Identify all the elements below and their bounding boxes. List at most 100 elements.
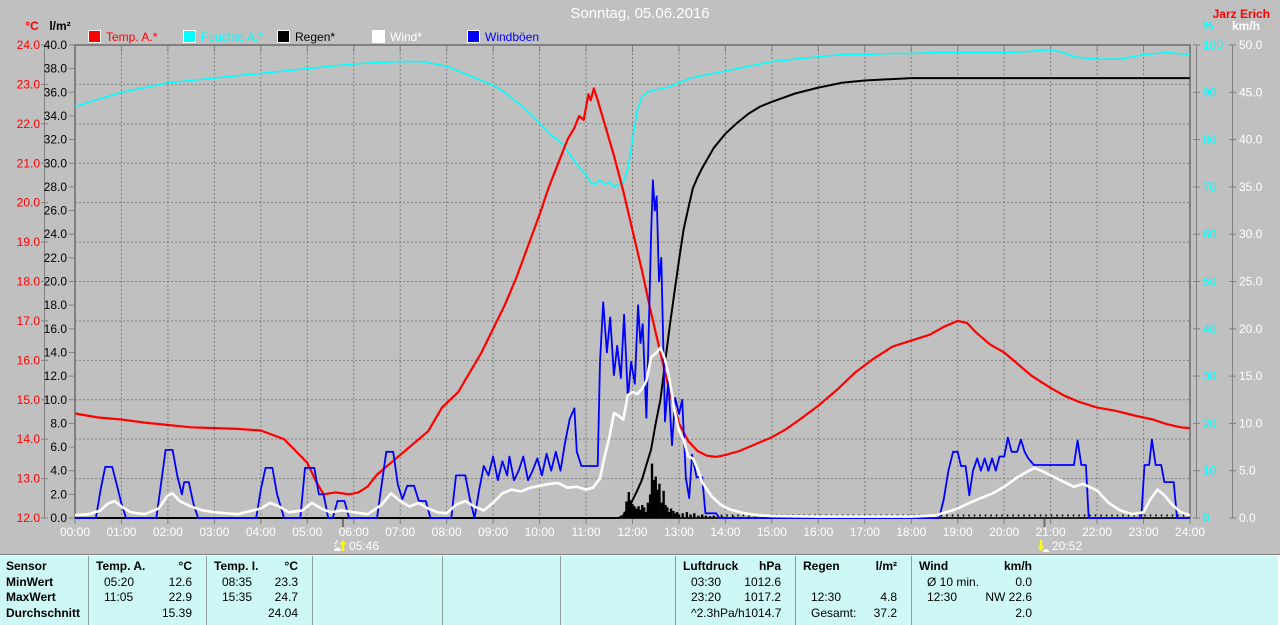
axis-unit-wind: km/h <box>1231 19 1260 33</box>
humidity-tick-label: 30 <box>1203 369 1217 383</box>
sensor-unit: °C <box>178 559 192 573</box>
stat-value: 1014.7 <box>744 605 782 620</box>
stat-value: 23.3 <box>274 574 298 589</box>
temp-tick-label: 20.0 <box>17 196 41 210</box>
rain-bar <box>704 515 708 518</box>
rain-tick-label: 8.0 <box>50 416 67 430</box>
rain-bar <box>674 513 677 518</box>
temp-tick-label: 12.0 <box>17 511 41 525</box>
stat-time: Ø 10 min. <box>927 574 980 589</box>
rain-bar <box>648 494 652 518</box>
rain-bar <box>669 508 673 518</box>
rain-bar <box>716 516 719 518</box>
legend-swatch-icon <box>467 30 480 43</box>
rain-tick-label: 4.0 <box>50 464 67 478</box>
table-column-divider <box>560 556 561 625</box>
x-axis-label: 14:00 <box>710 525 740 539</box>
x-axis-label: 08:00 <box>432 525 462 539</box>
x-axis-label: 24:00 <box>1175 525 1205 539</box>
stat-value: 2.0 <box>1015 605 1032 620</box>
rain-tick-label: 30.0 <box>44 156 68 170</box>
table-column-header: Wind km/h <box>919 559 1032 573</box>
wind-tick-label: 25.0 <box>1239 275 1263 289</box>
humidity-tick-label: 0 <box>1203 511 1210 525</box>
stat-value: 24.04 <box>267 605 298 620</box>
rain-bar <box>708 516 712 518</box>
x-axis-label: 15:00 <box>757 525 787 539</box>
x-axis-label: 13:00 <box>664 525 694 539</box>
series-regen-summe- <box>75 77 1190 519</box>
x-axis-label: 10:00 <box>525 525 555 539</box>
rain-bar <box>668 512 671 518</box>
x-axis-label: 00:00 <box>60 525 90 539</box>
stat-value: 1012.6 <box>744 574 781 589</box>
rain-bar <box>660 502 663 518</box>
legend-item: Temp. A.* <box>88 29 157 44</box>
rain-bar <box>637 506 640 518</box>
table-column-divider <box>312 556 313 625</box>
sensor-unit: l/m² <box>875 559 897 573</box>
humidity-tick-label: 70 <box>1203 180 1217 194</box>
rain-bar <box>689 514 692 518</box>
temp-tick-label: 23.0 <box>17 77 41 91</box>
sensor-name: Temp. I. <box>214 559 259 573</box>
stat-value: NW 22.6 <box>985 590 1032 604</box>
stat-value: 0.0 <box>1015 574 1032 589</box>
temp-tick-label: 22.0 <box>17 117 41 131</box>
table-column-header: Regen l/m² <box>803 559 897 573</box>
stat-value: 22.9 <box>168 590 192 604</box>
rain-bar <box>664 504 667 518</box>
humidity-tick-label: 80 <box>1203 133 1217 147</box>
temp-tick-label: 18.0 <box>17 275 41 289</box>
rain-tick-label: 0.0 <box>50 511 67 525</box>
rain-bar <box>631 503 634 518</box>
stat-time: ^2.3hPa/h <box>691 605 745 620</box>
rain-tick-label: 2.0 <box>50 487 67 501</box>
rain-bar <box>650 463 654 518</box>
table-cell-row: 23:20 1017.2 <box>683 590 781 604</box>
rain-tick-label: 40.0 <box>44 38 68 52</box>
stat-time: Gesamt: <box>811 605 857 620</box>
stat-time: 23:20 <box>691 590 722 604</box>
legend-swatch-icon <box>88 30 101 43</box>
rain-bar <box>693 513 696 518</box>
x-axis-label: 12:00 <box>617 525 647 539</box>
sunrise-time: 05:46 <box>349 538 380 553</box>
axis-unit-temp: °C <box>25 19 39 33</box>
rain-bar <box>675 512 679 518</box>
rain-bar <box>641 504 644 518</box>
axis-unit-humidity: % <box>1202 19 1214 33</box>
humidity-tick-label: 50 <box>1203 275 1217 289</box>
wind-tick-label: 10.0 <box>1239 416 1263 430</box>
temp-tick-label: 14.0 <box>17 432 41 446</box>
sensor-unit: km/h <box>1003 559 1032 573</box>
table-row-label: MaxWert <box>6 590 56 604</box>
page-title: Sonntag, 05.06.2016 <box>570 5 710 22</box>
rain-tick-label: 24.0 <box>44 227 68 241</box>
rain-tick-label: 18.0 <box>44 298 68 312</box>
humidity-tick-label: 10 <box>1203 464 1217 478</box>
x-axis-label: 18:00 <box>896 525 926 539</box>
rain-bar <box>662 490 665 518</box>
rain-bar <box>633 506 636 518</box>
stat-time: 03:30 <box>691 574 722 589</box>
wind-tick-label: 50.0 <box>1239 38 1263 52</box>
rain-bar <box>681 513 684 518</box>
table-column-divider <box>206 556 207 625</box>
rain-tick-label: 20.0 <box>44 275 68 289</box>
rain-tick-label: 6.0 <box>50 440 67 454</box>
legend-label: Windböen <box>485 29 540 44</box>
table-cell-row: 08:35 23.3 <box>214 575 298 589</box>
series-windb-en <box>75 179 1190 519</box>
rain-tick-label: 36.0 <box>44 85 68 99</box>
stat-value: 12.6 <box>168 574 192 589</box>
temp-tick-label: 24.0 <box>17 38 41 52</box>
table-cell-row: 15.39 <box>96 606 192 620</box>
legend-item: Feuchte A.* <box>183 29 263 44</box>
rain-tick-label: 14.0 <box>44 345 68 359</box>
axis-unit-rain: l/m² <box>49 19 71 33</box>
x-axis-label: 21:00 <box>1036 525 1066 539</box>
weather-chart[interactable]: 24.023.022.021.020.019.018.017.016.015.0… <box>0 0 1280 554</box>
x-axis-label: 01:00 <box>106 525 136 539</box>
table-row-label: Durchschnitt <box>6 605 81 620</box>
